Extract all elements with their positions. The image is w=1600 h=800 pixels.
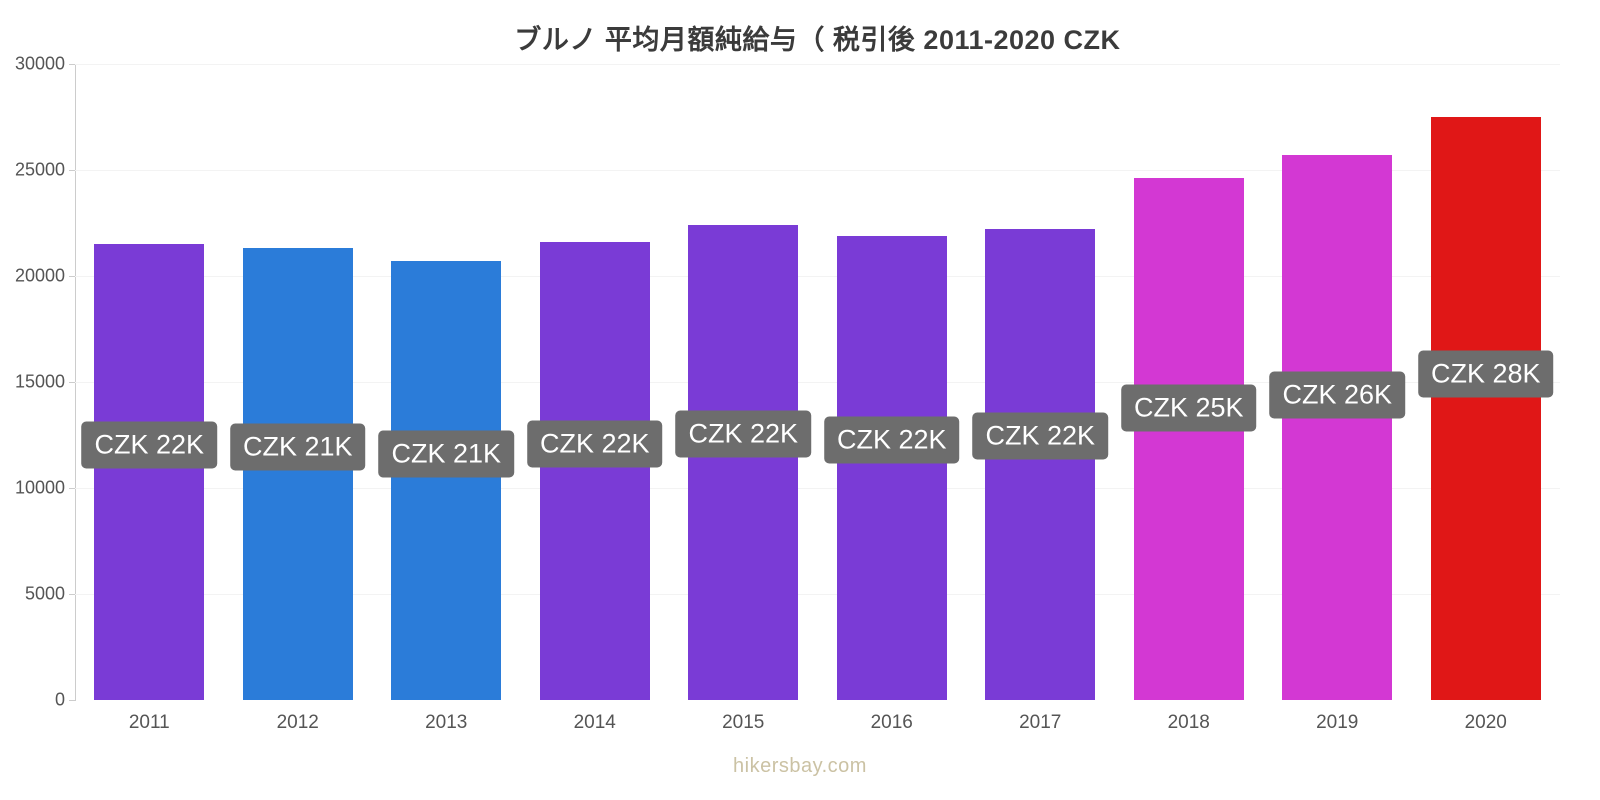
bar-value-label-2012: CZK 21K bbox=[229, 423, 366, 471]
y-axis-tick-label: 30000 bbox=[14, 53, 65, 74]
y-axis-tick bbox=[69, 276, 75, 277]
y-axis-tick bbox=[69, 64, 75, 65]
bar-2013 bbox=[391, 261, 502, 700]
bar-value-label-2017: CZK 22K bbox=[972, 412, 1109, 460]
bar-2017 bbox=[985, 229, 1096, 700]
gridline bbox=[75, 488, 1560, 489]
y-axis-tick bbox=[69, 488, 75, 489]
y-axis-tick-label: 10000 bbox=[14, 477, 65, 498]
x-axis-label-2014: 2014 bbox=[573, 712, 616, 733]
bar-value-label-2018: CZK 25K bbox=[1120, 384, 1257, 432]
x-axis-label-2020: 2020 bbox=[1464, 712, 1507, 733]
y-axis-tick-label: 20000 bbox=[14, 265, 65, 286]
y-axis-tick-label: 25000 bbox=[14, 159, 65, 180]
y-axis-tick bbox=[69, 170, 75, 171]
bar-value-label-2020: CZK 28K bbox=[1417, 350, 1554, 398]
x-axis-label-2011: 2011 bbox=[128, 712, 170, 733]
x-axis-label-2016: 2016 bbox=[870, 712, 913, 733]
y-axis-tick bbox=[69, 382, 75, 383]
x-axis-label-2017: 2017 bbox=[1019, 712, 1062, 733]
bar-2019 bbox=[1282, 155, 1393, 700]
bar-2015 bbox=[688, 225, 799, 700]
bar-2018 bbox=[1133, 178, 1244, 700]
plot-area: 0 5000 10000 15000 20000 25000 30000 CZK 22K 201… bbox=[15, 54, 1560, 733]
bar-value-label-2016: CZK 22K bbox=[823, 416, 960, 464]
chart-title: ブルノ 平均月額純給与（ 税引後 2011-2020 CZK bbox=[514, 25, 1121, 55]
gridline bbox=[75, 594, 1560, 595]
bar-2011 bbox=[94, 244, 205, 700]
gridline bbox=[75, 276, 1560, 277]
x-axis-label-2018: 2018 bbox=[1167, 712, 1210, 733]
bar-2016 bbox=[836, 235, 947, 700]
x-axis-label-2019: 2019 bbox=[1316, 712, 1359, 733]
bar-value-label-2019: CZK 26K bbox=[1269, 371, 1406, 419]
x-axis-label-2013: 2013 bbox=[425, 712, 468, 733]
bar-2012 bbox=[242, 248, 353, 700]
bar-2020 bbox=[1430, 117, 1541, 700]
x-axis-label-2015: 2015 bbox=[722, 712, 765, 733]
bar-value-label-2013: CZK 21K bbox=[378, 430, 515, 478]
y-axis-tick-label: 15000 bbox=[14, 371, 65, 392]
y-axis-tick bbox=[69, 594, 75, 595]
bar-value-label-2014: CZK 22K bbox=[526, 420, 663, 468]
y-axis-tick-label: 5000 bbox=[24, 583, 65, 604]
y-axis-tick bbox=[69, 700, 75, 701]
y-axis-tick-label: 0 bbox=[54, 689, 65, 710]
gridline bbox=[75, 64, 1560, 65]
x-axis-label-2012: 2012 bbox=[276, 712, 319, 733]
gridline bbox=[75, 382, 1560, 383]
bar-value-label-2011: CZK 22K bbox=[81, 421, 218, 469]
gridline bbox=[75, 170, 1560, 171]
footer-watermark: hikersbay.com bbox=[733, 755, 867, 777]
bar-value-label-2015: CZK 22K bbox=[675, 410, 812, 458]
bar-2014 bbox=[539, 242, 650, 700]
